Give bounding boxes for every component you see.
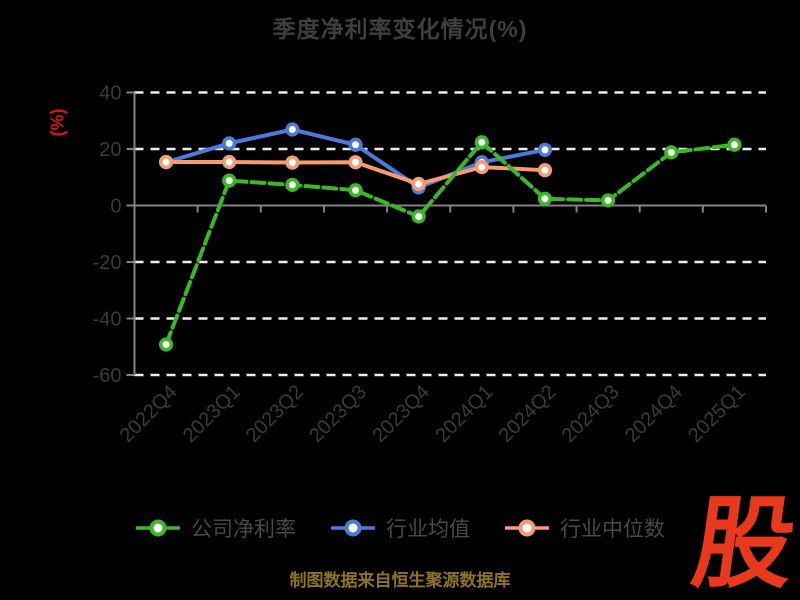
x-tick-label: 2024Q1: [431, 381, 497, 447]
data-point-marker-company-net-margin[interactable]: [285, 177, 300, 192]
x-tick-label: 2023Q4: [368, 381, 434, 447]
legend-label-company-net-margin: 公司净利率: [191, 518, 296, 541]
x-tick-label: 2025Q1: [684, 381, 750, 447]
line-series-marker-icon: [331, 519, 375, 537]
data-point-marker-industry-median[interactable]: [222, 154, 237, 170]
data-source-note: 制图数据来自恒生聚源数据库: [289, 571, 511, 590]
data-point-marker-company-net-margin[interactable]: [411, 209, 426, 224]
data-point-marker-company-net-margin[interactable]: [664, 145, 679, 160]
x-tick-label: 2023Q1: [179, 381, 245, 447]
series-line-company-net-margin: [164, 140, 737, 347]
data-point-marker-industry-mean[interactable]: [537, 142, 553, 157]
y-tick-label: 0: [110, 196, 121, 218]
chart-svg: 40200-20-40-602022Q42023Q12023Q22023Q320…: [93, 83, 767, 447]
data-point-marker-industry-mean[interactable]: [348, 137, 363, 152]
x-tick-label: 2024Q4: [621, 381, 687, 447]
legend-label-industry-mean: 行业均值: [386, 518, 470, 541]
legend-label-industry-median: 行业中位数: [560, 518, 665, 541]
y-tick-label: 40: [99, 83, 121, 105]
data-point-marker-company-net-margin[interactable]: [727, 137, 742, 152]
legend-item-industry-mean[interactable]: 行业均值: [330, 513, 470, 543]
y-tick-label: 20: [99, 139, 121, 161]
data-point-marker-industry-median[interactable]: [411, 176, 426, 192]
legend-item-company-net-margin[interactable]: 公司净利率: [135, 513, 296, 543]
data-point-marker-company-net-margin[interactable]: [222, 173, 237, 188]
data-point-marker-industry-mean[interactable]: [222, 136, 237, 151]
y-tick-label: -40: [93, 309, 122, 331]
data-point-marker-company-net-margin[interactable]: [474, 135, 489, 150]
data-point-marker-industry-median[interactable]: [348, 155, 363, 170]
x-tick-label: 2024Q3: [558, 381, 624, 447]
data-point-marker-industry-median[interactable]: [285, 155, 300, 170]
x-tick-label: 2023Q3: [305, 381, 371, 447]
data-point-marker-company-net-margin[interactable]: [348, 183, 363, 198]
x-tick-label: 2022Q4: [116, 381, 182, 447]
data-point-marker-company-net-margin[interactable]: [537, 191, 553, 206]
y-tick-label: -60: [93, 365, 122, 387]
data-point-marker-industry-mean[interactable]: [285, 122, 300, 137]
line-series-marker-icon: [136, 519, 180, 537]
data-point-marker-company-net-margin[interactable]: [601, 193, 616, 208]
legend: 公司净利率 行业均值 行业中位数: [0, 513, 800, 543]
line-series-marker-icon: [505, 519, 549, 537]
data-point-marker-industry-median[interactable]: [537, 163, 553, 178]
data-point-marker-industry-median[interactable]: [158, 154, 174, 170]
brand-logo: 股: [686, 488, 800, 600]
y-tick-label: -20: [93, 252, 122, 274]
legend-item-industry-median[interactable]: 行业中位数: [504, 513, 665, 543]
data-point-marker-industry-median[interactable]: [474, 159, 489, 175]
x-tick-label: 2024Q2: [495, 381, 561, 447]
data-point-marker-company-net-margin[interactable]: [158, 337, 174, 352]
chart-title: 季度净利率变化情况(%): [272, 16, 528, 42]
x-tick-label: 2023Q2: [242, 381, 308, 447]
